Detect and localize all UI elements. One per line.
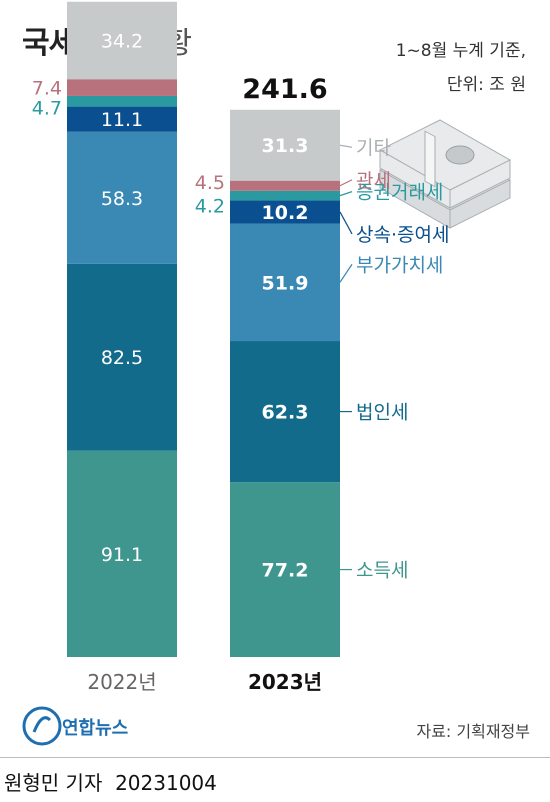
legend-label: 법인세 — [356, 402, 408, 424]
data-label: 34.2 — [101, 30, 143, 52]
money-stack-illustration — [378, 119, 512, 229]
unit-note-line2: 단위: 조 원 — [446, 75, 526, 95]
total-label: 241.6 — [242, 74, 327, 105]
source-note: 자료: 기획재정부 — [416, 722, 530, 741]
data-label: 58.3 — [101, 188, 143, 210]
legend-leader — [339, 191, 353, 197]
legend-leader — [339, 211, 353, 235]
bar-segment — [230, 341, 340, 483]
footer-divider — [0, 757, 550, 758]
credit-line: 원형민 기자 20231004 — [4, 767, 217, 796]
data-label: 7.4 — [32, 78, 62, 100]
data-label: 91.1 — [101, 544, 143, 566]
legend-leader — [339, 263, 353, 283]
unit-note-line1: 1~8월 누계 기준, — [395, 41, 526, 61]
legend-leader — [339, 144, 353, 148]
category-label: 2023년 — [248, 670, 322, 694]
bar-segment — [230, 482, 340, 657]
legend-label: 관세 — [356, 170, 391, 192]
legend-label: 상속·증여세 — [356, 224, 449, 246]
data-label: 82.5 — [101, 347, 143, 369]
category-label: 2022년 — [87, 670, 156, 694]
data-label: 4.2 — [195, 196, 225, 218]
data-label: 51.9 — [262, 272, 309, 294]
data-label: 4.7 — [32, 97, 62, 119]
bar-segment — [67, 263, 177, 451]
bar-segment — [230, 109, 340, 181]
data-label: 4.5 — [195, 172, 225, 194]
legend-label: 부가가치세 — [356, 254, 443, 276]
legend-leader — [339, 179, 353, 187]
bar-segment — [67, 95, 177, 107]
bar-segment — [67, 1, 177, 80]
bar-segment — [230, 180, 340, 191]
data-label: 10.2 — [262, 202, 309, 224]
bar-segment — [67, 79, 177, 96]
bar-segment — [230, 190, 340, 201]
bar-segment — [67, 131, 177, 264]
bar-segment — [230, 223, 340, 342]
logo-text: 연합뉴스 — [62, 718, 129, 739]
data-label: 11.1 — [101, 109, 143, 131]
bar-segment — [67, 450, 177, 657]
data-label: 31.3 — [262, 135, 309, 157]
bar-segment — [67, 106, 177, 132]
bar-segment — [230, 200, 340, 224]
legend-label: 증권거래세 — [356, 182, 443, 204]
data-label: 62.3 — [262, 402, 309, 424]
legend-label: 기타 — [356, 137, 391, 159]
data-label: 77.2 — [262, 560, 309, 582]
logo — [22, 706, 62, 746]
legend-label: 소득세 — [356, 560, 408, 582]
credit-date: 20231004 — [115, 771, 217, 795]
reporter-name: 원형민 기자 — [4, 771, 103, 795]
